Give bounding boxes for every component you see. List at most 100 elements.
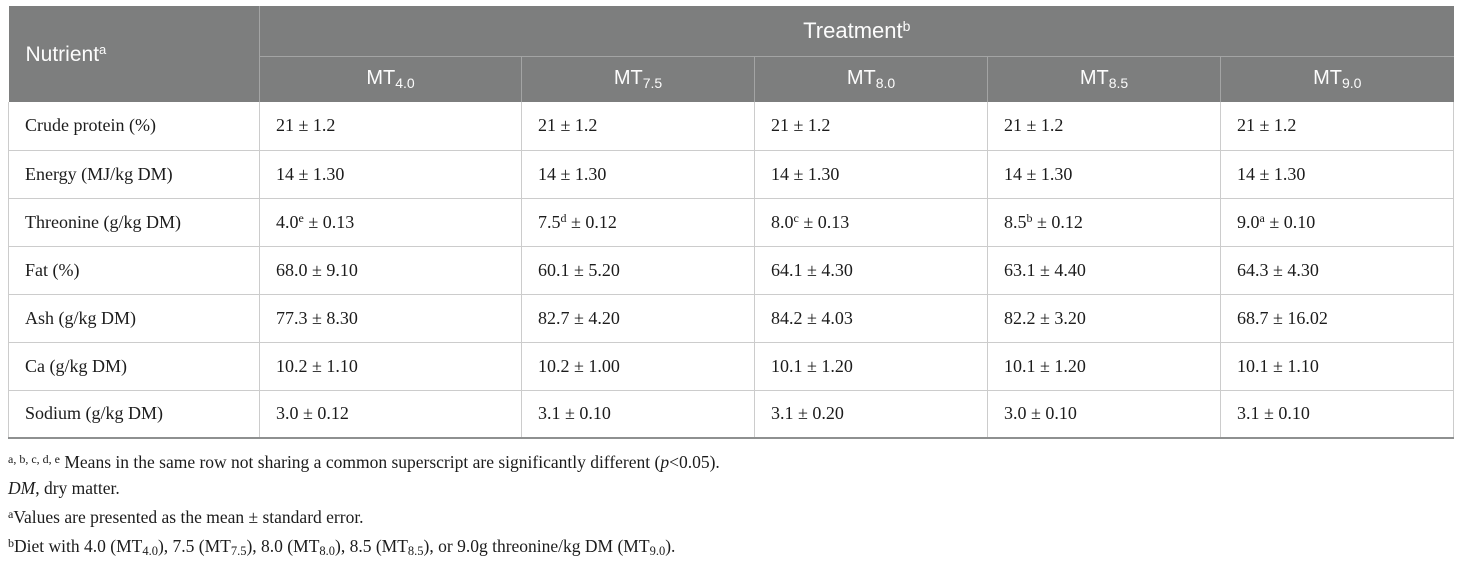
value-cell: 3.1 ± 0.10 <box>521 389 755 439</box>
value-cell: 9.0a ± 0.10 <box>1219 197 1455 247</box>
mt-subscript: 7.5 <box>642 75 663 92</box>
footnote-segment: ), 7.5 (MT <box>157 536 231 556</box>
table-header: Nutrienta Treatmentb MT4.0 MT7.5 MT8.0 MT8.… <box>8 6 1454 102</box>
treatment-group-header: Treatmentb <box>258 6 1454 57</box>
value-cell: 64.3 ± 4.30 <box>1219 245 1455 295</box>
value-cell: 77.3 ± 8.30 <box>259 293 522 343</box>
value-cell: 14 ± 1.30 <box>754 149 988 199</box>
footnote-segment: 8.0 <box>319 544 336 558</box>
value-cell: 10.1 ± 1.10 <box>1219 341 1455 391</box>
value-cell: 21 ± 1.2 <box>259 102 522 151</box>
value-cell: 8.5b ± 0.12 <box>987 197 1221 247</box>
column-header-mt-4.0: MT4.0 <box>259 56 522 102</box>
significance-superscript: c <box>793 211 799 225</box>
footnote: bDiet with 4.0 (MT4.0), 7.5 (MT7.5), 8.0… <box>8 530 1456 561</box>
treatment-header-superscript: b <box>902 17 911 34</box>
column-header-mt-9.0: MT9.0 <box>1219 56 1454 102</box>
significance-superscript: b <box>1026 211 1033 225</box>
footnote-segment: <0.05). <box>669 452 720 472</box>
value-cell: 82.7 ± 4.20 <box>521 293 755 343</box>
value-cell: 14 ± 1.30 <box>987 149 1221 199</box>
footnote-segment: 9.0 <box>649 544 666 558</box>
nutrient-cell: Ash (g/kg DM) <box>8 293 260 343</box>
footnote-segment: DM <box>8 478 36 498</box>
value-cell: 3.1 ± 0.10 <box>1219 389 1455 439</box>
value-cell: 14 ± 1.30 <box>521 149 755 199</box>
value-cell: 14 ± 1.30 <box>259 149 522 199</box>
value-cell: 82.2 ± 3.20 <box>987 293 1221 343</box>
value-cell: 68.0 ± 9.10 <box>259 245 522 295</box>
mt-subscript: 9.0 <box>1341 75 1362 92</box>
value-cell: 68.7 ± 16.02 <box>1219 293 1455 343</box>
table-row: Crude protein (%) 21 ± 1.2 21 ± 1.2 21 ± 1.… <box>8 102 1455 151</box>
group-header-row: Nutrienta Treatmentb <box>8 6 1454 102</box>
value-cell: 21 ± 1.2 <box>754 102 988 151</box>
footnote-segment: a, b, c, d, e <box>8 452 60 466</box>
footnote-segment: 7.5 <box>230 544 247 558</box>
value-cell: 3.0 ± 0.10 <box>987 389 1221 439</box>
nutrient-treatment-table: Nutrienta Treatmentb MT4.0 MT7.5 MT8.0 MT8.… <box>8 6 1455 439</box>
value-cell: 84.2 ± 4.03 <box>754 293 988 343</box>
nutrient-cell: Threonine (g/kg DM) <box>8 197 260 247</box>
value-cell: 4.0e ± 0.13 <box>259 197 522 247</box>
value-cell: 21 ± 1.2 <box>987 102 1221 151</box>
nutrient-cell: Ca (g/kg DM) <box>8 341 260 391</box>
value-cell: 3.1 ± 0.20 <box>754 389 988 439</box>
footnote-segment: Diet with 4.0 (MT <box>14 536 143 556</box>
value-cell: 10.2 ± 1.00 <box>521 341 755 391</box>
value-cell: 3.0 ± 0.12 <box>259 389 522 439</box>
footnote-segment: a <box>8 507 14 521</box>
table-row: Ca (g/kg DM) 10.2 ± 1.10 10.2 ± 1.00 10.1 ±… <box>8 341 1455 391</box>
significance-superscript: d <box>560 211 567 225</box>
value-cell: 63.1 ± 4.40 <box>987 245 1221 295</box>
footnote-segment: Values are presented as the mean ± stand… <box>13 507 364 527</box>
nutrient-column-header: Nutrienta <box>8 6 260 102</box>
table-body: Crude protein (%) 21 ± 1.2 21 ± 1.2 21 ± 1.… <box>8 102 1455 439</box>
footnote-segment: , dry matter. <box>35 478 120 498</box>
footnote-segment: ), or 9.0g threonine/kg DM (MT <box>423 536 650 556</box>
value-cell: 21 ± 1.2 <box>1219 102 1455 151</box>
value-cell: 64.1 ± 4.30 <box>754 245 988 295</box>
footnote-segment: 8.5 <box>407 544 424 558</box>
footnote-segment: p <box>660 452 670 472</box>
value-cell: 10.1 ± 1.20 <box>987 341 1221 391</box>
nutrient-header-label: Nutrient <box>25 42 100 66</box>
mt-subscript: 8.0 <box>875 75 896 92</box>
footnote: aValues are presented as the mean ± stan… <box>8 501 1456 530</box>
footnotes: a, b, c, d, e Means in the same row not … <box>8 446 1456 561</box>
mt-label: MT <box>846 67 876 90</box>
footnote-segment: ), 8.5 (MT <box>335 536 408 556</box>
value-cell: 60.1 ± 5.20 <box>521 245 755 295</box>
table-row: Sodium (g/kg DM) 3.0 ± 0.12 3.1 ± 0.10 3.1 … <box>8 389 1455 439</box>
table-row: Ash (g/kg DM) 77.3 ± 8.30 82.7 ± 4.20 84.2 … <box>8 293 1455 343</box>
value-cell: 14 ± 1.30 <box>1219 149 1455 199</box>
treatment-columns-row: MT4.0 MT7.5 MT8.0 MT8.5 MT9.0 <box>9 56 1454 102</box>
value-cell: 8.0c ± 0.13 <box>754 197 988 247</box>
table-row: Threonine (g/kg DM) 4.0e ± 0.13 7.5d ± 0.1… <box>8 197 1455 247</box>
nutrient-cell: Crude protein (%) <box>8 102 260 151</box>
footnote-segment: Means in the same row not sharing a comm… <box>59 452 661 472</box>
mt-subscript: 4.0 <box>395 75 415 92</box>
mt-label: MT <box>1313 67 1342 90</box>
table-row: Energy (MJ/kg DM) 14 ± 1.30 14 ± 1.30 14 ± … <box>8 149 1455 199</box>
nutrient-cell: Fat (%) <box>8 245 260 295</box>
nutrient-header-superscript: a <box>99 41 107 57</box>
footnote-segment: b <box>8 536 14 550</box>
footnote-segment: 4.0 <box>142 544 158 558</box>
footnote: a, b, c, d, e Means in the same row not … <box>8 446 1456 475</box>
treatment-header-label: Treatment <box>803 17 903 43</box>
mt-label: MT <box>613 67 643 90</box>
column-header-mt-8.0: MT8.0 <box>754 56 988 102</box>
mt-label: MT <box>1079 67 1109 90</box>
column-header-mt-8.5: MT8.5 <box>987 56 1221 102</box>
mt-label: MT <box>366 67 396 90</box>
value-cell: 21 ± 1.2 <box>521 102 755 151</box>
significance-superscript: a <box>1259 211 1265 225</box>
value-cell: 10.1 ± 1.20 <box>754 341 988 391</box>
footnote-segment: ). <box>665 536 676 556</box>
significance-superscript: e <box>298 211 304 225</box>
mt-subscript: 8.5 <box>1108 75 1129 92</box>
footnote-segment: ), 8.0 (MT <box>246 536 320 556</box>
nutrient-cell: Sodium (g/kg DM) <box>8 389 260 439</box>
